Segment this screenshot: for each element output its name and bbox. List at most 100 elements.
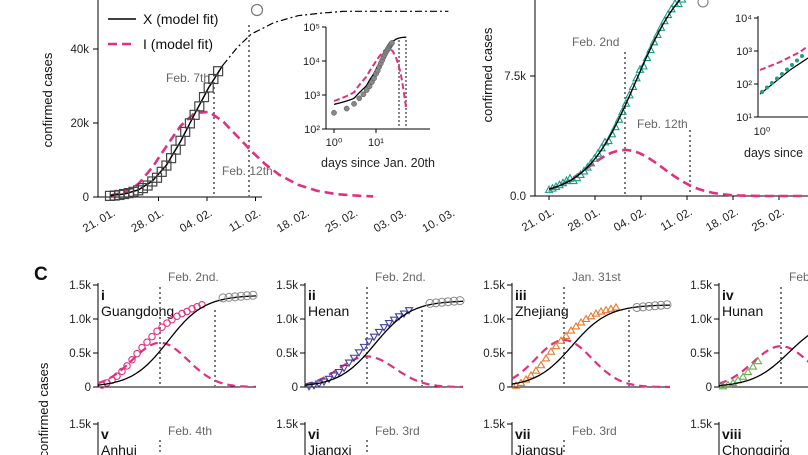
inset-b-observed-point bbox=[760, 90, 764, 94]
subplot-late-point bbox=[230, 292, 240, 302]
subplot-annotation: Feb. 4th bbox=[168, 424, 212, 438]
legend-x-label: X (model fit) bbox=[143, 11, 218, 27]
subplot-ytick-label: 1.5k bbox=[276, 419, 298, 431]
inset-a-ytick-label: 10⁴ bbox=[303, 56, 320, 68]
subplot-ytick-label: 0.5k bbox=[276, 348, 298, 360]
panel-b-x-curve bbox=[548, 0, 681, 190]
inset-a-xtick-label: 10¹ bbox=[368, 137, 384, 149]
legend-i-label: I (model fit) bbox=[143, 36, 213, 52]
inset-b-i-curve bbox=[759, 45, 808, 71]
subplot-observed-point bbox=[359, 343, 369, 352]
subplot-annotation: Jan. 31st bbox=[572, 270, 621, 284]
panel-b-observed-point bbox=[677, 0, 687, 3]
panel-b-ylabel: confirmed cases bbox=[480, 27, 495, 122]
subplot-observed-point bbox=[531, 366, 541, 374]
subplot-ytick-label: 0 bbox=[292, 382, 298, 394]
subplot-ytick-label: 1.5k bbox=[690, 419, 712, 431]
subplot-late-point bbox=[443, 297, 453, 307]
panel-a-xtick-label: 04. 02. bbox=[178, 207, 214, 235]
panel-b-observed-point bbox=[558, 178, 568, 187]
panel-a-ytick-label: 40k bbox=[70, 44, 89, 56]
inset-a-observed-point bbox=[356, 95, 363, 102]
panel-a-ytick-label: 20k bbox=[70, 118, 89, 130]
subplot-observed-point bbox=[546, 347, 556, 355]
subplot-ytick-label: 1.5k bbox=[483, 280, 505, 292]
inset-a-observed-point bbox=[366, 83, 373, 90]
subplot-late-point bbox=[656, 300, 666, 310]
subplot-observed-point bbox=[158, 323, 166, 331]
panel-b-annotation-feb12: Feb. 12th bbox=[637, 117, 688, 131]
subplot-region-name: Henan bbox=[308, 303, 349, 319]
subplot-ytick-label: 1.0k bbox=[690, 314, 712, 326]
panel-b-annotation-feb2: Feb. 2nd bbox=[572, 35, 619, 49]
subplot-ytick-label: 1.0k bbox=[69, 314, 91, 326]
subplot-i-curve bbox=[511, 338, 670, 389]
panel-b-observed-point bbox=[583, 162, 592, 171]
panel-a-xtick-label: 18. 02. bbox=[275, 207, 311, 235]
subplot-number: i bbox=[101, 287, 105, 303]
subplot-ytick-label: 0.5k bbox=[69, 348, 91, 360]
subplot-late-point bbox=[662, 300, 672, 310]
subplot-observed-point bbox=[143, 338, 151, 346]
inset-a-ytick-label: 10⁵ bbox=[303, 22, 320, 34]
panel-b-i-curve bbox=[548, 148, 807, 198]
subplot-late-point bbox=[455, 296, 465, 306]
inset-a-observed-point bbox=[343, 105, 350, 112]
subplot-observed-point bbox=[153, 327, 161, 335]
subplot-annotation: Feb. 1 bbox=[789, 270, 808, 284]
subplot-late-point bbox=[632, 302, 642, 312]
panel-b-observed-point bbox=[611, 122, 620, 131]
subplot-number: vii bbox=[515, 426, 531, 442]
subplot-observed-point bbox=[369, 333, 379, 342]
subplot-observed-point bbox=[566, 325, 576, 334]
subplot-x-curve bbox=[511, 304, 670, 385]
inset-a-ytick-label: 10² bbox=[304, 124, 320, 136]
subplot-number: v bbox=[101, 426, 109, 442]
panel-b-observed-point bbox=[625, 90, 634, 99]
subplot-observed-point bbox=[748, 362, 758, 370]
subplot-observed-point bbox=[551, 341, 561, 350]
subplot-observed-point bbox=[389, 316, 399, 325]
panel-b-xtick-label: 25. 02. bbox=[750, 206, 786, 234]
subplot-observed-point bbox=[364, 338, 374, 347]
subplot-x-curve bbox=[97, 295, 257, 386]
subplot-number: iii bbox=[515, 287, 527, 303]
subplot-region-name: Anhui bbox=[101, 442, 137, 455]
inset-b-ytick-label: 10⁴ bbox=[735, 13, 752, 25]
inset-b-observed-point bbox=[775, 76, 779, 81]
subplot-x-curve bbox=[304, 300, 464, 386]
subplot-ytick-label: 1.5k bbox=[69, 419, 91, 431]
inset-a-xlabel: days since Jan. 20th bbox=[321, 156, 435, 170]
subplot-region-name: Hunan bbox=[722, 303, 763, 319]
panel-a-xtick-label: 10. 03. bbox=[421, 207, 457, 235]
inset-b-ytick-label: 10¹ bbox=[736, 112, 752, 124]
subplot-region-name: Chongqing bbox=[722, 442, 790, 455]
subplot-observed-point bbox=[133, 349, 141, 358]
subplot-observed-point bbox=[606, 304, 616, 312]
series-i-model-fit bbox=[109, 110, 374, 198]
subplot-ytick-label: 1.0k bbox=[276, 314, 298, 326]
panel-a-ytick-label: 0 bbox=[83, 192, 89, 204]
subplot-ytick-label: 0.5k bbox=[690, 348, 712, 360]
inset-a-ytick-label: 10³ bbox=[304, 90, 320, 102]
subplot-ytick-label: 1.5k bbox=[276, 280, 298, 292]
panel-b-observed-point bbox=[656, 22, 666, 31]
observed-point bbox=[213, 66, 224, 77]
panel-b-observed-point bbox=[649, 37, 659, 46]
subplot-observed-point bbox=[188, 305, 196, 313]
subplot-observed-point bbox=[329, 372, 339, 381]
inset-b-ytick-label: 10² bbox=[736, 79, 752, 91]
subplot-observed-point bbox=[138, 343, 146, 352]
panel-b-xtick-label: 28. 01. bbox=[566, 206, 602, 234]
subplot-number: vi bbox=[308, 426, 320, 442]
subplot-observed-point bbox=[753, 356, 763, 365]
panel-a-xtick-label: 28. 01. bbox=[130, 207, 166, 235]
subplot-observed-point bbox=[163, 319, 171, 327]
panel-b-xtick-label: 11. 02. bbox=[659, 206, 695, 234]
subplot-observed-point bbox=[738, 372, 748, 380]
panel-a-xtick-label: 11. 02. bbox=[227, 207, 263, 235]
subplot-late-point bbox=[650, 301, 660, 311]
